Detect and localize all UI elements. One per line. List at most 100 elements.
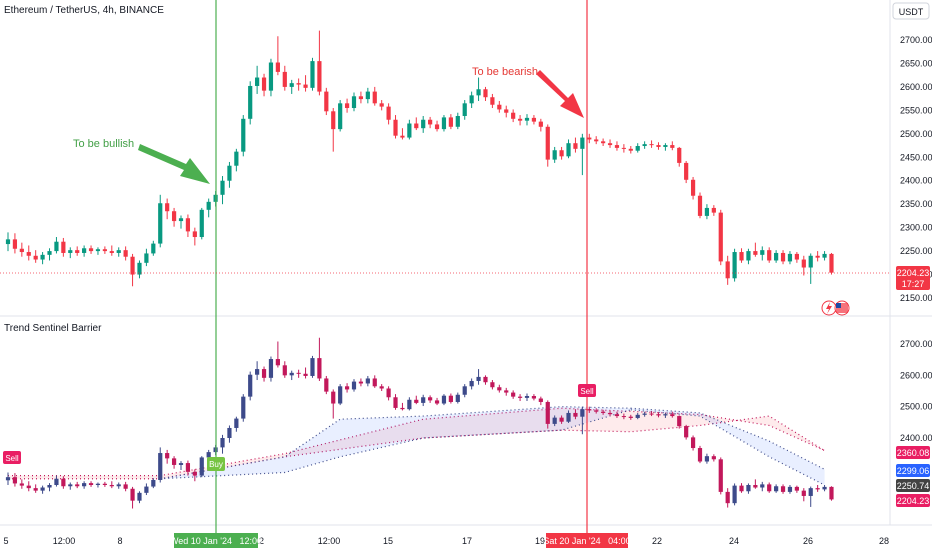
candle-body [697, 195, 703, 216]
lightning-bolt [826, 302, 832, 314]
ind-candle-body [552, 417, 557, 424]
last-price-label: 2204.23 [897, 268, 930, 278]
candle-body [594, 139, 599, 142]
candle-body [40, 254, 45, 260]
ind-candle-body [476, 376, 481, 381]
ind-candle-body [573, 412, 578, 417]
candle-body [455, 115, 460, 127]
ind-candle-body [47, 485, 52, 488]
candle-body [524, 117, 530, 121]
ind-candle-body [732, 485, 737, 504]
candle-body [227, 165, 232, 181]
candle-body [434, 124, 440, 130]
ind-candle-body [268, 359, 274, 378]
candle-body [365, 91, 370, 100]
candle-body [614, 145, 620, 148]
candle-body [19, 248, 24, 253]
ind-candle-body [158, 453, 163, 480]
ind-candle-body [151, 479, 156, 487]
indicator-bands [8, 406, 825, 486]
ind-candle-body [774, 486, 779, 492]
ind-candle-body [753, 485, 758, 488]
price-tick-label: 2250.00 [900, 246, 932, 256]
candle-body [372, 91, 377, 104]
candle-body [607, 143, 613, 146]
price-tick-label: 2350.00 [900, 199, 932, 209]
currency-button[interactable]: USDT [899, 7, 924, 17]
candle-body [552, 150, 557, 160]
candle-body [601, 141, 606, 144]
ind-candle-body [448, 395, 453, 402]
ind-candle-body [767, 484, 772, 492]
ind-candle-body [386, 388, 391, 398]
chart-title: Ethereum / TetherUS, 4h, BINANCE [4, 5, 164, 16]
ind-candle-body [642, 413, 647, 415]
candle-body [171, 211, 177, 222]
ind-candle-body [109, 485, 114, 487]
candle-body [12, 239, 18, 249]
candle-body [531, 117, 537, 122]
ind-candle-body [483, 376, 488, 383]
early-sell-tag-bg [3, 451, 21, 464]
ind-candle-body [621, 416, 626, 418]
ind-candle-body [5, 477, 11, 481]
ind-label-badge-2 [896, 464, 930, 477]
currency-button-bg[interactable] [892, 2, 930, 20]
buy-tag-bg [207, 457, 225, 471]
ind-candle-body [379, 386, 384, 389]
ind-candle-body [26, 485, 31, 489]
candle-body [151, 243, 156, 254]
sell-tag: Sell [580, 387, 594, 396]
ind-candle-body [261, 369, 267, 378]
candle-body [801, 259, 806, 268]
ind-candle-body [566, 412, 571, 422]
ind-candle-body [282, 365, 287, 376]
time-tick-label: 8 [117, 536, 122, 546]
candle-body [421, 119, 426, 129]
price-tick-label: 2400.00 [900, 176, 932, 186]
candle-body [102, 249, 107, 252]
candle-body [75, 250, 80, 253]
candle-body [462, 103, 467, 116]
ind-candle-body [428, 397, 433, 401]
candle-body [206, 201, 211, 210]
candle-body [504, 109, 509, 113]
candle-body [767, 250, 772, 261]
price-tick-label: 2150.00 [900, 293, 932, 303]
ind-candle-body [801, 490, 806, 496]
candle-body [310, 61, 315, 88]
candle-body [684, 162, 689, 180]
pink-band [8, 408, 825, 479]
ind-candle-body [116, 484, 121, 487]
ind-candle-body [289, 372, 294, 376]
ind-candle-body [663, 414, 668, 416]
ind-candle-body [455, 394, 460, 402]
candle-body [82, 248, 87, 253]
ind-candle-body [220, 438, 225, 448]
indicator-name: Trend Sentinel Barrier [4, 323, 102, 334]
ind-candle-body [462, 386, 467, 395]
time-tick-label: 19 [535, 536, 545, 546]
candle-body [497, 104, 502, 110]
buy-time-badge [174, 533, 258, 548]
candle-body [704, 207, 710, 216]
candle-body [116, 250, 121, 253]
ind-candle-body [760, 484, 765, 488]
ind-candle-body [614, 414, 620, 417]
ind-candle-body [690, 437, 696, 449]
candle-body [344, 103, 350, 109]
ind-candle-body [365, 378, 370, 384]
candle-body [490, 97, 495, 105]
ind-label-3: 2250.74 [897, 481, 930, 491]
candle-body [137, 262, 142, 275]
candle-body [393, 119, 398, 136]
axes: 2700.00 2650.00 2600.00 2550.00 2500.00 2450.… [3, 35, 932, 546]
candle-body [289, 83, 294, 87]
ind-candle-body [601, 411, 606, 413]
bullish-arrow-icon [138, 144, 210, 184]
ind-candle-body [524, 396, 530, 398]
candle-body [324, 91, 329, 112]
ind-candle-body [815, 488, 820, 490]
ind-label-badge-1 [896, 446, 930, 459]
indicator-tick-label: 2500.00 [900, 402, 932, 412]
